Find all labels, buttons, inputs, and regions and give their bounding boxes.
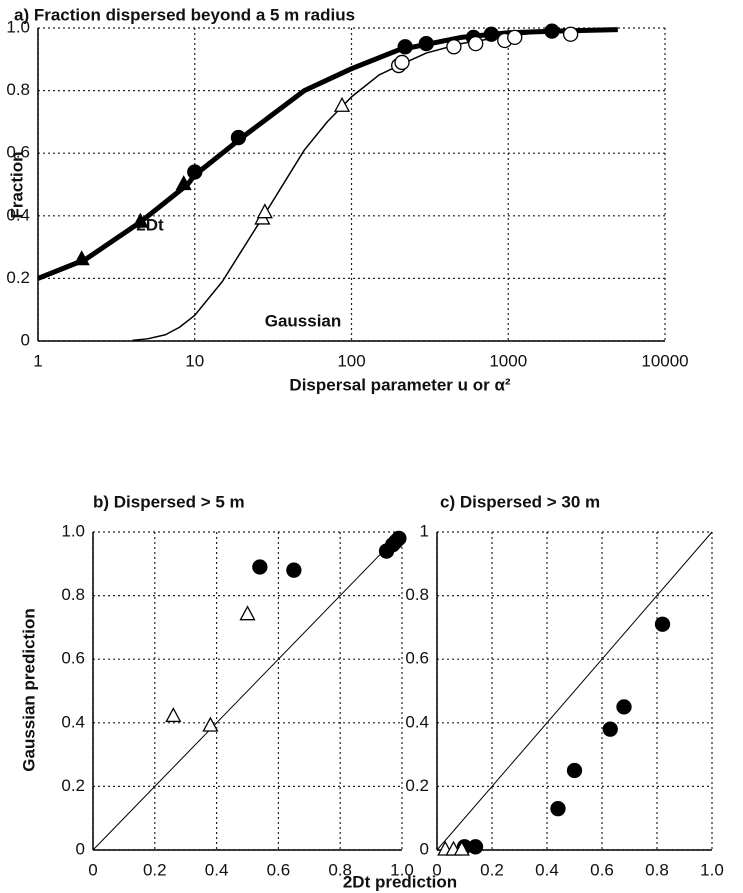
marker-circle: [286, 562, 302, 578]
marker-circle: [602, 721, 618, 737]
x-tick-label: 0.2: [480, 860, 504, 879]
marker-triangle: [256, 203, 273, 219]
x-tick-label: 10: [185, 351, 204, 370]
y-tick-label: 0.8: [61, 585, 85, 604]
marker-circle: [483, 26, 499, 42]
curve: [37, 27, 618, 281]
x-tick-label: 1.0: [700, 860, 724, 879]
y-tick-label: 0: [21, 330, 30, 349]
marker-triangle: [239, 605, 256, 621]
marker-circle: [252, 559, 268, 575]
x-tick-label: 1000: [489, 351, 527, 370]
marker-triangle: [333, 96, 351, 112]
x-tick-label: 0.4: [535, 860, 559, 879]
marker-circle: [562, 26, 579, 42]
marker-circle: [467, 839, 484, 855]
marker-circle: [468, 36, 484, 52]
x-tick-label: 0.2: [143, 860, 167, 879]
marker-circle: [446, 39, 462, 55]
marker-circle: [418, 36, 434, 52]
curve-label: Gaussian: [265, 311, 342, 330]
y-tick-label: 0.2: [61, 776, 85, 795]
curve: [92, 531, 403, 851]
x-tick-label: 0.8: [645, 860, 669, 879]
curve: [132, 28, 618, 342]
marker-triangle: [132, 212, 149, 228]
y-axis-label: Fraction: [7, 151, 26, 218]
y-tick-label: 1.0: [6, 17, 30, 36]
x-tick-label: 0.4: [205, 860, 229, 879]
y-tick-label: 0.6: [61, 649, 85, 668]
curve: [436, 531, 713, 851]
marker-circle: [544, 23, 560, 39]
marker-circle: [394, 54, 410, 71]
marker-circle: [507, 29, 523, 46]
y-tick-label: 1: [420, 521, 429, 540]
y-tick-label: 0.8: [405, 585, 429, 604]
marker-triangle: [73, 250, 90, 266]
y-tick-label: 0: [76, 839, 85, 858]
marker-triangle: [175, 175, 192, 191]
y-tick-label: 0.4: [61, 712, 85, 731]
marker-circle: [566, 762, 583, 779]
chart-title: b) Dispersed > 5 m: [93, 492, 245, 511]
y-tick-label: 0.8: [6, 80, 30, 99]
x-tick-label: 10000: [641, 351, 688, 370]
marker-circle: [230, 129, 247, 146]
marker-circle: [616, 699, 632, 715]
marker-triangle: [453, 840, 470, 856]
y-tick-label: 0.4: [405, 712, 429, 731]
x-tick-label: 0: [432, 860, 441, 879]
x-tick-label: 1: [33, 351, 42, 370]
y-axis-label: Gaussian prediction: [19, 608, 38, 771]
x-axis-label: Dispersal parameter u or α²: [289, 375, 510, 394]
x-tick-label: 100: [337, 351, 365, 370]
y-tick-label: 1.0: [61, 521, 85, 540]
x-tick-label: 0: [88, 860, 97, 879]
chart-title: a) Fraction dispersed beyond a 5 m radiu…: [14, 5, 355, 24]
x-tick-label: 0.8: [328, 860, 352, 879]
marker-triangle: [165, 707, 182, 723]
marker-circle: [391, 530, 407, 547]
y-tick-label: 0.6: [405, 649, 429, 668]
marker-triangle: [202, 716, 219, 732]
chart-title: c) Dispersed > 30 m: [440, 492, 600, 511]
marker-circle: [550, 801, 566, 817]
x-axis-label: 2Dt prediction: [343, 872, 457, 891]
marker-circle: [397, 39, 413, 55]
y-tick-label: 0.2: [6, 268, 30, 287]
marker-circle: [187, 164, 203, 180]
y-tick-label: 0.4: [6, 205, 30, 224]
y-tick-label: 0.6: [6, 143, 30, 162]
x-tick-label: 1.0: [390, 860, 414, 879]
y-tick-label: 0.2: [405, 776, 429, 795]
x-tick-label: 0.6: [267, 860, 291, 879]
marker-circle: [654, 616, 671, 632]
x-tick-label: 0.6: [590, 860, 614, 879]
y-tick-label: 0: [420, 839, 429, 858]
